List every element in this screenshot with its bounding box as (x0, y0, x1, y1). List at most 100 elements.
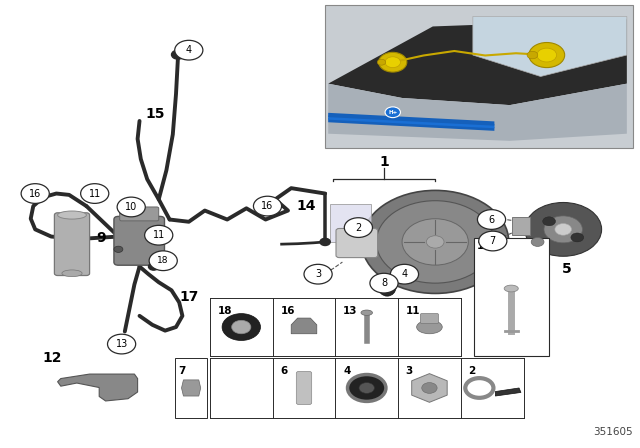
Polygon shape (291, 318, 317, 334)
Text: 8: 8 (381, 278, 387, 288)
Circle shape (222, 314, 260, 340)
Circle shape (531, 237, 544, 246)
Circle shape (543, 217, 556, 226)
Circle shape (537, 48, 557, 62)
Ellipse shape (58, 211, 86, 219)
Text: 18: 18 (157, 256, 169, 265)
FancyBboxPatch shape (336, 228, 378, 258)
Circle shape (232, 320, 251, 334)
Circle shape (529, 43, 564, 68)
Circle shape (525, 202, 602, 256)
Circle shape (148, 263, 159, 270)
Polygon shape (328, 19, 627, 105)
Circle shape (377, 59, 386, 65)
Circle shape (402, 219, 468, 265)
Bar (330, 204, 371, 242)
Bar (512, 217, 530, 235)
Text: 2: 2 (468, 366, 476, 376)
Ellipse shape (62, 270, 82, 277)
Ellipse shape (504, 285, 518, 292)
Polygon shape (495, 388, 521, 396)
Circle shape (175, 40, 203, 60)
Circle shape (359, 383, 374, 393)
Bar (175, 358, 207, 418)
Text: 10: 10 (125, 202, 138, 212)
Circle shape (81, 184, 109, 203)
Polygon shape (328, 84, 627, 141)
Text: 18: 18 (218, 306, 232, 316)
Circle shape (320, 238, 330, 246)
Text: 4: 4 (401, 269, 408, 279)
Polygon shape (328, 113, 494, 126)
Circle shape (21, 184, 49, 203)
FancyBboxPatch shape (296, 371, 312, 405)
FancyBboxPatch shape (120, 207, 159, 221)
Text: 7: 7 (490, 236, 496, 246)
Circle shape (385, 107, 401, 118)
Polygon shape (58, 374, 138, 401)
Text: 13: 13 (343, 306, 358, 316)
Circle shape (172, 50, 184, 59)
Circle shape (304, 264, 332, 284)
Bar (474, 238, 549, 356)
Bar (325, 5, 633, 148)
Text: 3: 3 (406, 366, 413, 376)
Text: 12: 12 (43, 351, 62, 366)
Text: 9: 9 (96, 231, 106, 246)
Circle shape (253, 196, 282, 216)
Circle shape (149, 251, 177, 271)
Circle shape (114, 246, 123, 253)
Circle shape (465, 378, 493, 398)
Text: 10: 10 (477, 241, 492, 251)
Circle shape (390, 264, 419, 284)
Circle shape (477, 210, 506, 229)
Circle shape (376, 201, 494, 283)
Circle shape (117, 197, 145, 217)
FancyBboxPatch shape (54, 213, 90, 276)
Circle shape (527, 51, 538, 59)
Circle shape (555, 224, 572, 235)
Circle shape (544, 216, 582, 243)
Text: 7: 7 (179, 366, 186, 376)
Circle shape (426, 236, 444, 248)
Ellipse shape (361, 310, 372, 315)
Text: 351605: 351605 (593, 427, 632, 437)
Text: 3: 3 (315, 269, 321, 279)
Circle shape (370, 273, 398, 293)
Text: 17: 17 (179, 289, 198, 304)
Circle shape (571, 233, 584, 242)
Text: H+: H+ (388, 110, 397, 115)
Text: 16: 16 (261, 201, 274, 211)
Text: 14: 14 (296, 199, 316, 213)
Circle shape (362, 190, 509, 293)
Text: 4: 4 (343, 366, 351, 376)
Circle shape (348, 375, 386, 401)
Circle shape (385, 57, 401, 68)
Circle shape (422, 383, 437, 393)
Polygon shape (328, 116, 494, 128)
Text: 6: 6 (488, 215, 495, 224)
Polygon shape (473, 17, 627, 77)
Text: 11: 11 (152, 230, 165, 240)
Circle shape (108, 334, 136, 354)
Text: 16: 16 (280, 306, 295, 316)
Ellipse shape (417, 320, 442, 334)
FancyBboxPatch shape (114, 216, 164, 265)
Circle shape (344, 218, 372, 237)
Text: 6: 6 (280, 366, 287, 376)
Text: 1: 1 (379, 155, 389, 169)
Text: 13: 13 (115, 339, 128, 349)
Ellipse shape (378, 277, 396, 296)
Circle shape (145, 225, 173, 245)
Circle shape (479, 231, 507, 251)
Polygon shape (412, 374, 447, 402)
Circle shape (379, 52, 407, 72)
FancyBboxPatch shape (420, 314, 438, 323)
Text: 11: 11 (406, 306, 420, 316)
Polygon shape (182, 380, 201, 396)
Text: 11: 11 (88, 189, 101, 198)
Text: 4: 4 (186, 45, 192, 55)
Text: 5: 5 (561, 262, 572, 276)
Text: 16: 16 (29, 189, 42, 198)
Circle shape (155, 233, 165, 240)
